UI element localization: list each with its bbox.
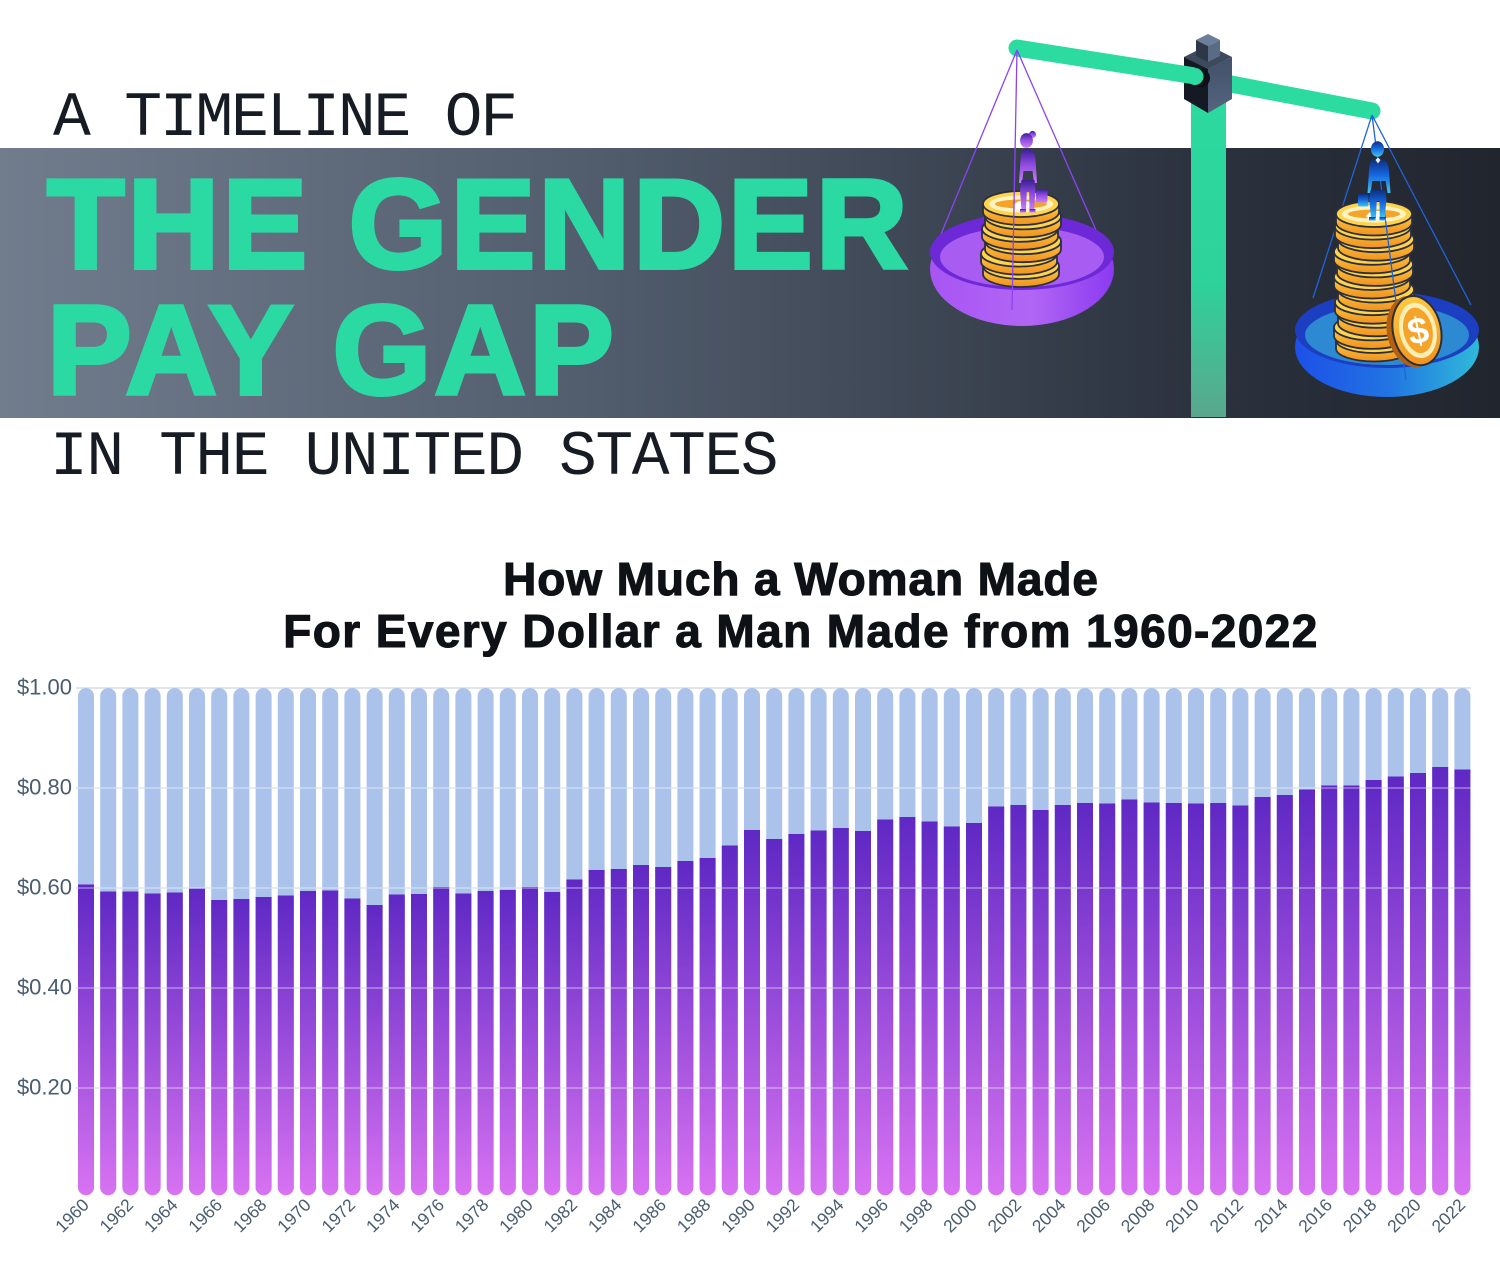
svg-text:$0.60: $0.60: [17, 875, 72, 900]
svg-text:$1.00: $1.00: [17, 675, 72, 700]
svg-text:1970: 1970: [273, 1195, 315, 1237]
svg-text:1966: 1966: [184, 1195, 226, 1237]
svg-text:2010: 2010: [1161, 1195, 1203, 1237]
svg-text:1994: 1994: [806, 1195, 848, 1237]
svg-text:2022: 2022: [1428, 1195, 1470, 1237]
svg-text:2018: 2018: [1339, 1195, 1381, 1237]
svg-text:2020: 2020: [1383, 1195, 1425, 1237]
svg-text:2000: 2000: [939, 1195, 981, 1237]
svg-text:1992: 1992: [762, 1195, 804, 1237]
svg-text:1964: 1964: [140, 1195, 182, 1237]
svg-text:1984: 1984: [584, 1195, 626, 1237]
svg-text:1968: 1968: [229, 1195, 271, 1237]
svg-text:$0.20: $0.20: [17, 1075, 72, 1100]
svg-text:2008: 2008: [1117, 1195, 1159, 1237]
svg-text:1972: 1972: [318, 1195, 360, 1237]
svg-text:2004: 2004: [1028, 1195, 1070, 1237]
svg-text:1990: 1990: [717, 1195, 759, 1237]
svg-text:1980: 1980: [495, 1195, 537, 1237]
svg-text:1978: 1978: [451, 1195, 493, 1237]
svg-text:2014: 2014: [1250, 1195, 1292, 1237]
svg-text:1986: 1986: [628, 1195, 670, 1237]
svg-text:2006: 2006: [1072, 1195, 1114, 1237]
svg-text:$0.80: $0.80: [17, 775, 72, 800]
svg-text:1988: 1988: [673, 1195, 715, 1237]
svg-text:2012: 2012: [1206, 1195, 1248, 1237]
svg-text:2016: 2016: [1294, 1195, 1336, 1237]
svg-text:1982: 1982: [540, 1195, 582, 1237]
svg-text:$0.40: $0.40: [17, 975, 72, 1000]
svg-text:1962: 1962: [96, 1195, 138, 1237]
svg-text:1976: 1976: [406, 1195, 448, 1237]
svg-text:1996: 1996: [850, 1195, 892, 1237]
svg-text:1974: 1974: [362, 1195, 404, 1237]
svg-text:1998: 1998: [895, 1195, 937, 1237]
svg-text:2002: 2002: [984, 1195, 1026, 1237]
svg-text:1960: 1960: [51, 1195, 93, 1237]
